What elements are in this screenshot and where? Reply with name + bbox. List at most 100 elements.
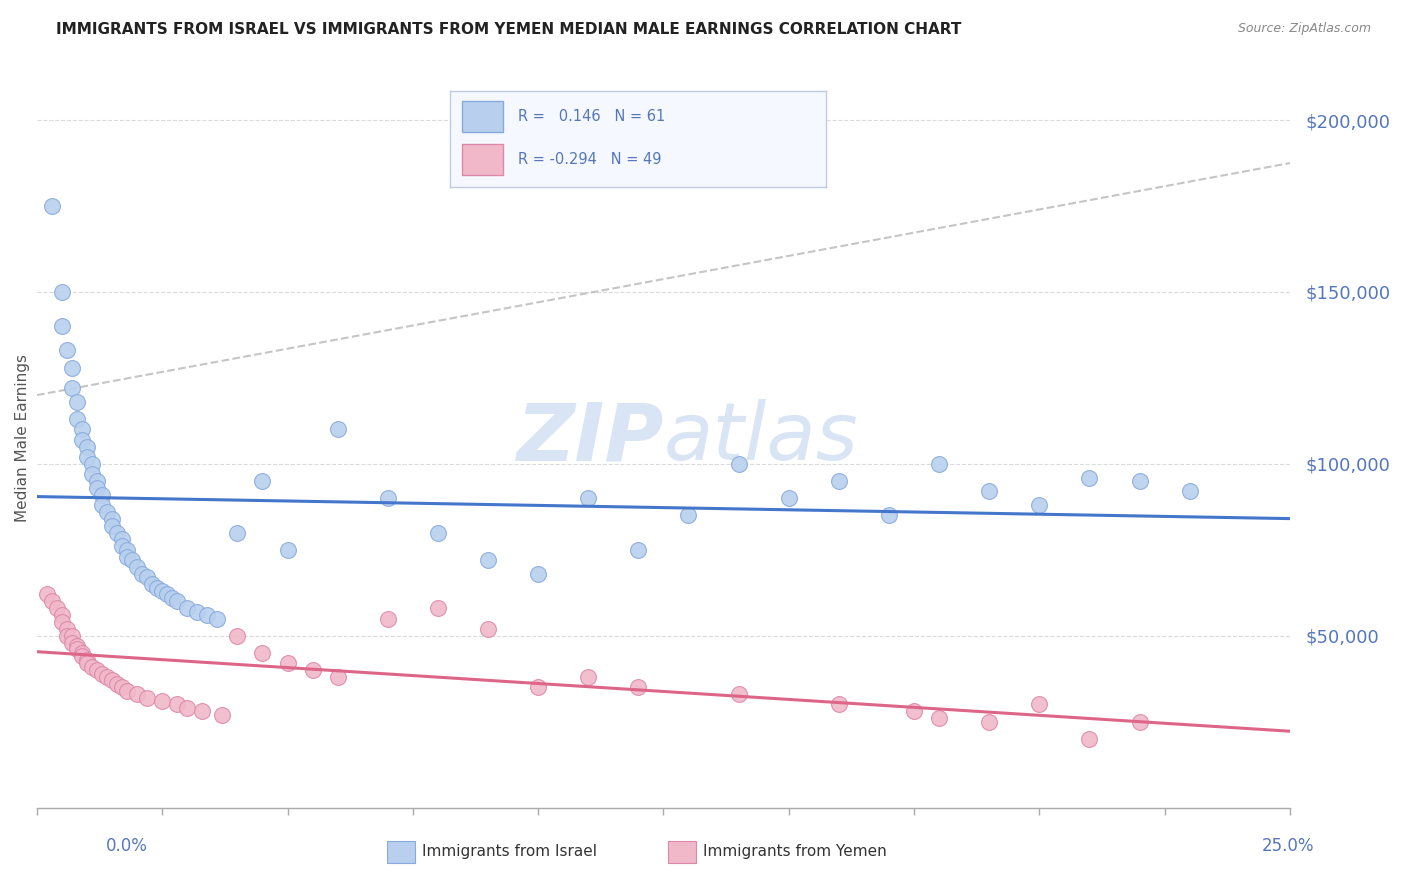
Point (101, 512, 124, 526)
Point (162, 591, 184, 605)
Point (60, 381, 83, 395)
Point (56, 622, 79, 636)
Point (131, 566, 153, 581)
Point (115, 683, 138, 698)
Point (80, 457, 103, 471)
Point (166, 698, 188, 712)
Point (115, 542, 138, 557)
Point (146, 581, 169, 595)
Point (76, 450, 98, 464)
Point (778, 491, 800, 506)
Point (96, 505, 118, 519)
Point (928, 711, 950, 725)
Point (80, 467, 103, 482)
Point (828, 474, 851, 488)
Point (377, 611, 399, 625)
Point (1128, 474, 1150, 488)
Point (226, 525, 249, 540)
Point (186, 605, 208, 619)
Point (150, 694, 173, 708)
Point (1178, 484, 1201, 499)
Point (301, 663, 323, 677)
Point (70, 422, 93, 436)
Text: IMMIGRANTS FROM ISRAEL VS IMMIGRANTS FROM YEMEN MEDIAN MALE EARNINGS CORRELATION: IMMIGRANTS FROM ISRAEL VS IMMIGRANTS FRO… (56, 22, 962, 37)
Point (426, 525, 449, 540)
Point (86, 481, 108, 495)
Text: ZIP: ZIP (516, 399, 664, 477)
Point (207, 611, 229, 625)
Point (1078, 470, 1101, 484)
Point (41, 199, 63, 213)
Point (1128, 714, 1150, 729)
Point (91, 498, 114, 512)
Point (277, 657, 299, 671)
Point (226, 629, 249, 643)
Point (1028, 498, 1050, 512)
Text: 25.0%: 25.0% (1263, 837, 1315, 855)
Point (277, 542, 299, 557)
Point (70, 649, 93, 664)
Point (76, 440, 98, 454)
Point (326, 422, 349, 436)
Point (127, 560, 149, 574)
Point (477, 622, 499, 636)
Point (979, 714, 1001, 729)
Point (91, 666, 114, 681)
Point (51, 615, 73, 629)
Point (979, 484, 1001, 499)
Point (426, 601, 449, 615)
Text: 0.0%: 0.0% (105, 837, 148, 855)
Point (121, 553, 143, 567)
Point (96, 670, 118, 684)
Point (903, 704, 925, 718)
Y-axis label: Median Male Earnings: Median Male Earnings (15, 354, 30, 522)
Point (211, 707, 233, 722)
Point (627, 681, 650, 695)
Point (1078, 731, 1101, 746)
Point (60, 635, 83, 649)
Point (35, 587, 58, 601)
Point (101, 518, 124, 533)
Point (176, 601, 198, 615)
Point (105, 677, 128, 691)
Point (877, 508, 900, 523)
Point (91, 488, 114, 502)
Point (527, 681, 550, 695)
Point (70, 433, 93, 447)
Point (1028, 698, 1050, 712)
Point (80, 659, 103, 673)
Point (115, 549, 138, 564)
Point (527, 566, 550, 581)
Point (477, 553, 499, 567)
Point (51, 319, 73, 334)
Point (76, 657, 98, 671)
Point (136, 690, 159, 705)
Point (66, 642, 89, 657)
Point (576, 491, 599, 506)
Point (51, 608, 73, 623)
Point (86, 663, 108, 677)
Point (576, 670, 599, 684)
Point (60, 360, 83, 375)
Text: Immigrants from Yemen: Immigrants from Yemen (703, 845, 887, 859)
Point (156, 587, 179, 601)
Point (150, 584, 173, 599)
Point (86, 474, 108, 488)
Point (828, 698, 851, 712)
Point (166, 594, 188, 608)
Point (727, 457, 749, 471)
Point (127, 687, 149, 701)
Point (46, 601, 69, 615)
Point (70, 646, 93, 660)
Point (111, 540, 134, 554)
Point (195, 608, 218, 623)
Point (41, 594, 63, 608)
Point (627, 542, 650, 557)
Point (66, 395, 89, 409)
Text: Source: ZipAtlas.com: Source: ZipAtlas.com (1237, 22, 1371, 36)
Point (727, 687, 749, 701)
Point (678, 508, 700, 523)
Point (191, 704, 214, 718)
Point (928, 457, 950, 471)
Point (176, 701, 198, 715)
